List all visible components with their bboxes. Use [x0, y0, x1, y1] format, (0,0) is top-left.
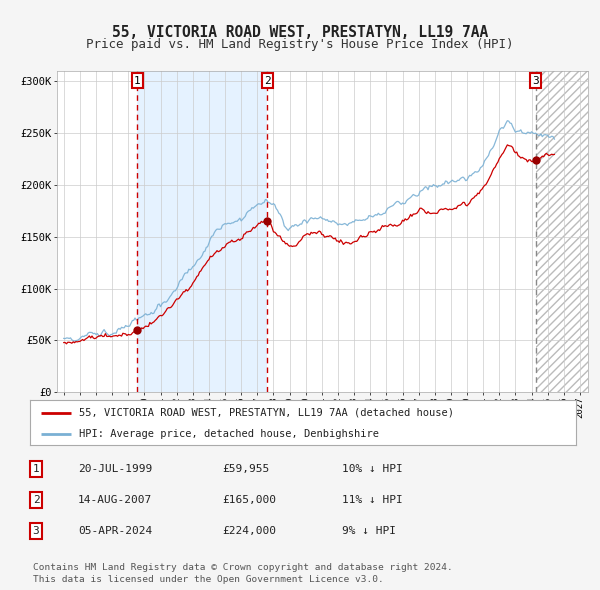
Text: 1: 1: [32, 464, 40, 474]
Bar: [536, 71, 588, 392]
Text: 2: 2: [264, 76, 271, 86]
Text: Contains HM Land Registry data © Crown copyright and database right 2024.
This d: Contains HM Land Registry data © Crown c…: [33, 563, 453, 584]
Text: HPI: Average price, detached house, Denbighshire: HPI: Average price, detached house, Denb…: [79, 429, 379, 439]
Text: £224,000: £224,000: [222, 526, 276, 536]
Text: 9% ↓ HPI: 9% ↓ HPI: [342, 526, 396, 536]
Text: 14-AUG-2007: 14-AUG-2007: [78, 495, 152, 504]
Text: 05-APR-2024: 05-APR-2024: [78, 526, 152, 536]
Text: 3: 3: [533, 76, 539, 86]
Text: 55, VICTORIA ROAD WEST, PRESTATYN, LL19 7AA (detached house): 55, VICTORIA ROAD WEST, PRESTATYN, LL19 …: [79, 408, 454, 418]
Text: £165,000: £165,000: [222, 495, 276, 504]
Bar: [137, 71, 268, 392]
Text: 1: 1: [134, 76, 140, 86]
Text: 10% ↓ HPI: 10% ↓ HPI: [342, 464, 403, 474]
Text: Price paid vs. HM Land Registry's House Price Index (HPI): Price paid vs. HM Land Registry's House …: [86, 38, 514, 51]
Text: 20-JUL-1999: 20-JUL-1999: [78, 464, 152, 474]
Text: 2: 2: [32, 495, 40, 504]
Text: 11% ↓ HPI: 11% ↓ HPI: [342, 495, 403, 504]
Text: 3: 3: [32, 526, 40, 536]
Text: £59,955: £59,955: [222, 464, 269, 474]
Text: 55, VICTORIA ROAD WEST, PRESTATYN, LL19 7AA: 55, VICTORIA ROAD WEST, PRESTATYN, LL19 …: [112, 25, 488, 40]
